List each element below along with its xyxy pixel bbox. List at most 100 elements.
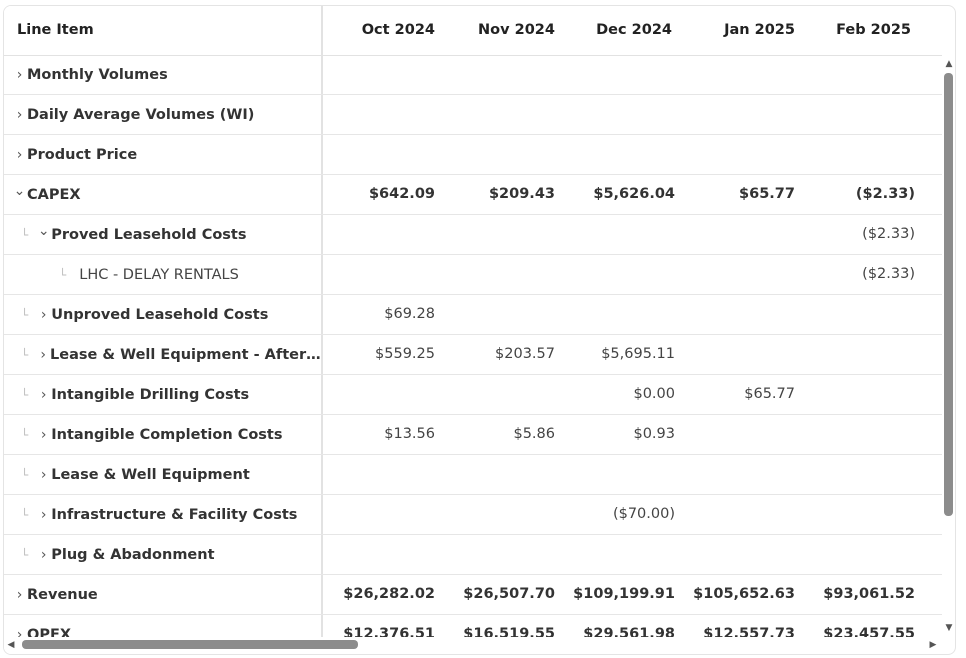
value-cell[interactable]: $203.57 — [495, 346, 555, 362]
value-cell[interactable] — [675, 535, 795, 574]
line-item-cell[interactable]: › Daily Average Volumes (WI) — [4, 95, 323, 134]
value-cell[interactable]: $0.00 — [633, 386, 675, 402]
value-cell[interactable]: $109,199.91 — [573, 586, 675, 602]
value-cell[interactable] — [435, 95, 555, 134]
chevron-right-icon[interactable]: › — [40, 506, 47, 523]
value-cell[interactable] — [675, 55, 795, 94]
chevron-down-icon[interactable]: ⌄ — [13, 182, 26, 199]
line-item-cell[interactable]: └ › Lease & Well Equipment - After Ca... — [4, 335, 323, 374]
value-cell[interactable] — [675, 135, 795, 174]
chevron-down-icon[interactable]: ⌄ — [37, 222, 50, 239]
value-cell[interactable] — [315, 495, 435, 534]
value-cell[interactable] — [555, 455, 675, 494]
value-cell[interactable] — [795, 95, 915, 134]
value-cell[interactable] — [795, 135, 915, 174]
value-cell[interactable]: $29,561.98 — [583, 626, 675, 637]
horizontal-scroll-thumb[interactable] — [22, 640, 358, 649]
value-cell[interactable] — [795, 535, 915, 574]
value-cell[interactable] — [315, 455, 435, 494]
line-item-cell[interactable]: › Product Price — [4, 135, 323, 174]
value-cell[interactable] — [675, 255, 795, 294]
value-cell[interactable]: $93,061.52 — [823, 586, 915, 602]
value-cell[interactable]: $105,652.63 — [693, 586, 795, 602]
value-cell[interactable] — [555, 135, 675, 174]
value-cell[interactable] — [675, 295, 795, 334]
value-cell[interactable] — [555, 215, 675, 254]
table-row[interactable]: └ › Plug & Abadonment — [4, 535, 942, 575]
value-cell[interactable] — [555, 295, 675, 334]
value-cell[interactable] — [795, 375, 915, 414]
value-cell[interactable] — [315, 375, 435, 414]
line-item-cell[interactable]: › Monthly Volumes — [4, 55, 323, 94]
value-cell[interactable] — [675, 335, 795, 374]
scroll-up-icon[interactable]: ▲ — [945, 59, 953, 69]
line-item-cell[interactable]: › Revenue — [4, 575, 323, 614]
value-cell[interactable]: ($2.33) — [862, 266, 915, 282]
value-cell[interactable] — [675, 95, 795, 134]
chevron-right-icon[interactable]: › — [16, 66, 23, 83]
chevron-right-icon[interactable]: › — [16, 106, 23, 123]
value-cell[interactable] — [795, 495, 915, 534]
header-month[interactable]: Oct 2024 — [361, 22, 435, 38]
table-row[interactable]: › Product Price — [4, 135, 942, 175]
chevron-right-icon[interactable]: › — [16, 586, 23, 603]
chevron-right-icon[interactable]: › — [40, 346, 46, 363]
value-cell[interactable]: $26,507.70 — [463, 586, 555, 602]
value-cell[interactable] — [315, 255, 435, 294]
value-cell[interactable] — [675, 455, 795, 494]
line-item-cell[interactable]: › OPEX — [4, 615, 323, 637]
value-cell[interactable]: $209.43 — [488, 186, 555, 202]
line-item-cell[interactable]: └ › Unproved Leasehold Costs — [4, 295, 323, 334]
header-divider[interactable] — [321, 6, 323, 55]
value-cell[interactable] — [555, 95, 675, 134]
value-cell[interactable]: ($70.00) — [612, 506, 675, 522]
value-cell[interactable]: $12,376.51 — [343, 626, 435, 637]
value-cell[interactable]: $5.86 — [513, 426, 555, 442]
chevron-right-icon[interactable]: › — [40, 306, 47, 323]
chevron-right-icon[interactable]: › — [16, 146, 23, 163]
line-item-cell[interactable]: └ › Intangible Completion Costs — [4, 415, 323, 454]
value-cell[interactable]: $12,557.73 — [703, 626, 795, 637]
table-row[interactable]: ⌄ CAPEX $642.09 $209.43 $5,626.04 $65.77 ($2.3… — [4, 175, 942, 215]
chevron-right-icon[interactable]: › — [40, 386, 47, 403]
value-cell[interactable]: $5,695.11 — [601, 346, 675, 362]
value-cell[interactable] — [795, 335, 915, 374]
line-item-cell[interactable]: └ › Plug & Abadonment — [4, 535, 323, 574]
value-cell[interactable]: $16,519.55 — [463, 626, 555, 637]
value-cell[interactable] — [435, 215, 555, 254]
value-cell[interactable] — [435, 135, 555, 174]
line-item-cell[interactable]: └ ⌄ Proved Leasehold Costs — [4, 215, 323, 254]
line-item-cell[interactable]: └ › Intangible Drilling Costs — [4, 375, 323, 414]
scroll-down-icon[interactable]: ▼ — [945, 623, 953, 633]
header-month[interactable]: Nov 2024 — [478, 22, 555, 38]
line-item-cell[interactable]: └ › Lease & Well Equipment — [4, 455, 323, 494]
header-month[interactable]: Feb 2025 — [836, 22, 911, 38]
value-cell[interactable]: $65.77 — [739, 186, 795, 202]
horizontal-scrollbar[interactable]: ◀ ▶ — [4, 637, 942, 654]
value-cell[interactable] — [435, 55, 555, 94]
value-cell[interactable] — [435, 455, 555, 494]
scroll-left-icon[interactable]: ◀ — [7, 640, 15, 650]
value-cell[interactable] — [795, 55, 915, 94]
value-cell[interactable] — [315, 55, 435, 94]
header-line-item[interactable]: Line Item — [17, 22, 94, 38]
table-row[interactable]: › Revenue $26,282.02 $26,507.70 $109,199.91 $… — [4, 575, 942, 615]
table-row[interactable]: └ › Infrastructure & Facility Costs ($70.00… — [4, 495, 942, 535]
value-cell[interactable] — [315, 535, 435, 574]
value-cell[interactable] — [675, 415, 795, 454]
value-cell[interactable] — [795, 455, 915, 494]
value-cell[interactable] — [555, 255, 675, 294]
value-cell[interactable] — [315, 135, 435, 174]
value-cell[interactable] — [675, 215, 795, 254]
value-cell[interactable] — [435, 295, 555, 334]
table-row[interactable]: › OPEX $12,376.51 $16,519.55 $29,561.98 $12,5… — [4, 615, 942, 637]
scroll-right-icon[interactable]: ▶ — [929, 640, 937, 650]
value-cell[interactable]: $642.09 — [368, 186, 435, 202]
table-row[interactable]: └ › Intangible Completion Costs $13.56 $5.86… — [4, 415, 942, 455]
value-cell[interactable] — [795, 415, 915, 454]
value-cell[interactable] — [435, 375, 555, 414]
value-cell[interactable]: $26,282.02 — [343, 586, 435, 602]
line-item-cell[interactable]: ⌄ CAPEX — [4, 175, 323, 214]
chevron-right-icon[interactable]: › — [16, 626, 23, 638]
vertical-scroll-thumb[interactable] — [944, 73, 953, 516]
